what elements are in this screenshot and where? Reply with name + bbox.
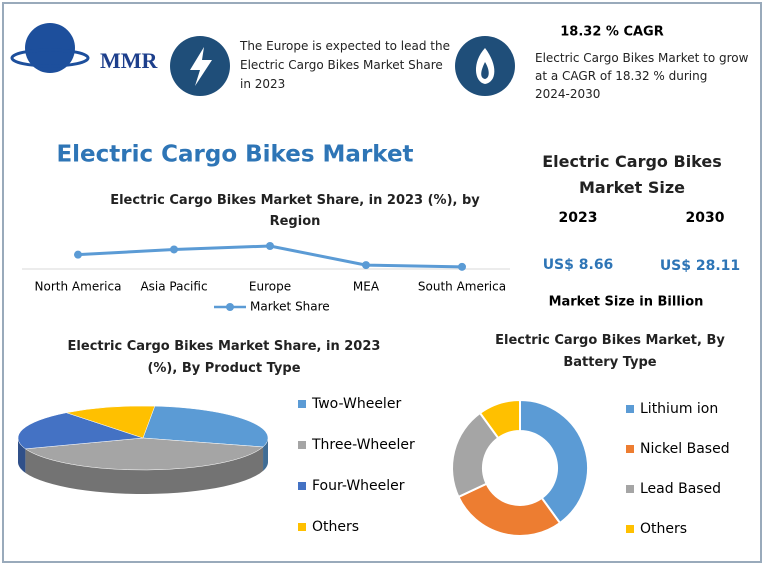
legend-label: Market Share [250, 300, 330, 314]
legend-swatch [626, 405, 634, 413]
size-title: Electric Cargo Bikes Market Size [542, 152, 722, 197]
wrapped-text: Electric Cargo Bikes Market, By Battery T… [495, 333, 725, 370]
chart-title: Electric Cargo Bikes Market Share, in 20… [68, 339, 381, 376]
flame [475, 48, 495, 84]
legend-swatch [626, 525, 634, 533]
logo-text: MMR [100, 48, 159, 73]
legend-label: Three-Wheeler [311, 437, 415, 453]
legend-swatch [626, 485, 634, 493]
chart-title: Electric Cargo Bikes Market, By Battery T… [495, 333, 725, 370]
icon-flame [455, 36, 515, 96]
note-1: The Europe is expected to lead the Electr… [239, 39, 450, 91]
slice-side [25, 446, 264, 494]
value-2: US$ 28.11 [660, 258, 740, 274]
main-title: Electric Cargo Bikes Market [56, 142, 413, 168]
legend-label: Four-Wheeler [312, 478, 405, 494]
x-tick-label: MEA [353, 280, 380, 294]
point [170, 245, 178, 254]
x-tick-label: Europe [249, 280, 291, 294]
legend-label: Lithium ion [640, 401, 718, 417]
wrapped-text: The Europe is expected to lead the Electr… [239, 39, 450, 91]
bolt [190, 47, 212, 86]
x-tick-label: South America [418, 280, 506, 294]
x-tick-label: North America [35, 280, 122, 294]
logo-ring [10, 48, 90, 68]
legend-swatch [298, 523, 306, 531]
chart-title: Electric Cargo Bikes Market Share, in 20… [110, 193, 480, 229]
legend-swatch [298, 400, 306, 408]
slice-side [263, 438, 268, 471]
value-1: US$ 8.66 [543, 257, 614, 273]
legend-label: Lead Based [640, 481, 721, 497]
year-1: 2023 [559, 210, 598, 226]
cagr-title: 18.32 % CAGR [560, 25, 663, 40]
wrapped-text: Electric Cargo Bikes Market to grow at a … [535, 51, 749, 101]
x-tick-label: Asia Pacific [140, 280, 207, 294]
point [458, 262, 466, 271]
legend-label: Others [640, 521, 687, 537]
point [362, 261, 370, 270]
legend-label: Others [312, 519, 359, 535]
cagr-text: Electric Cargo Bikes Market to grow at a … [535, 51, 749, 101]
year-2: 2030 [686, 210, 725, 226]
legend-swatch [626, 445, 634, 453]
wrapped-text: Electric Cargo Bikes Market Share, in 20… [110, 193, 480, 229]
point [74, 250, 82, 259]
legend-swatch [298, 482, 306, 490]
wrapped-text: Electric Cargo Bikes Market Share, in 20… [68, 339, 381, 376]
slice [65, 405, 156, 439]
donut-slice [478, 398, 521, 440]
wrapped-text: Electric Cargo Bikes Market Size [542, 152, 722, 197]
donut-slice [457, 482, 562, 537]
unit: Market Size in Billion [549, 295, 704, 310]
point [266, 242, 274, 250]
legend-label: Nickel Based [640, 441, 730, 457]
legend-dot [226, 303, 234, 311]
slice [142, 405, 269, 448]
slice [24, 437, 264, 471]
legend-label: Two-Wheeler [311, 396, 401, 412]
legend-swatch [298, 441, 306, 449]
slice-side [18, 438, 26, 473]
donut-slice [519, 398, 589, 525]
slice [17, 412, 144, 450]
logo-globe [25, 23, 75, 73]
